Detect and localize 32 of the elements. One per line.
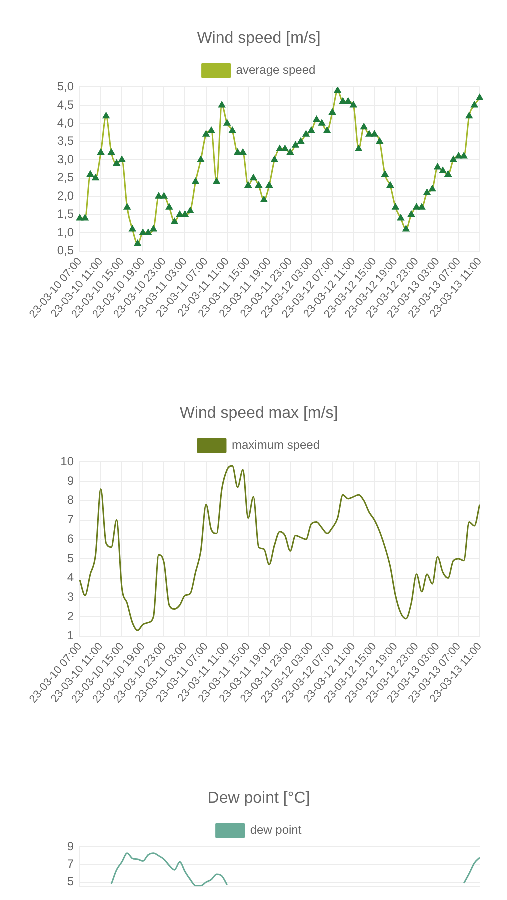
line-series — [79, 465, 481, 632]
line-series — [463, 857, 481, 884]
legend-label: maximum speed — [232, 438, 320, 452]
y-tick-label: 5,0 — [57, 80, 74, 94]
y-tick-label: 4,0 — [57, 116, 74, 130]
y-tick-label: 8 — [67, 493, 74, 508]
legend-label: dew point — [250, 823, 302, 838]
y-tick-label: 3,0 — [57, 152, 74, 166]
y-tick-label: 2,5 — [57, 170, 74, 185]
y-tick-label: 3,5 — [57, 134, 74, 148]
y-tick-label: 5 — [67, 874, 74, 889]
y-tick-label: 7 — [67, 857, 74, 872]
legend-label: average speed — [236, 63, 316, 78]
y-tick-label: 9 — [67, 474, 74, 488]
y-tick-label: 4 — [67, 570, 74, 585]
y-tick-label: 2,0 — [57, 188, 74, 203]
y-tick-label: 4,5 — [57, 98, 74, 112]
y-tick-label: 0,5 — [57, 244, 74, 258]
y-tick-label: 1 — [67, 628, 74, 643]
line-series — [110, 852, 228, 887]
y-tick-label: 6 — [67, 532, 74, 546]
chart-title: Dew point [°C] — [208, 790, 310, 808]
y-tick-label: 3 — [67, 590, 74, 604]
chart-title: Wind speed [m/s] — [197, 30, 321, 48]
chart-title: Wind speed max [m/s] — [180, 405, 338, 422]
y-tick-label: 7 — [67, 512, 74, 527]
y-tick-label: 2 — [67, 609, 74, 624]
y-tick-label: 10 — [60, 454, 74, 469]
y-tick-label: 1,0 — [57, 225, 74, 240]
y-tick-label: 9 — [67, 840, 74, 854]
y-tick-label: 5 — [67, 551, 74, 566]
y-tick-label: 1,5 — [57, 207, 74, 222]
